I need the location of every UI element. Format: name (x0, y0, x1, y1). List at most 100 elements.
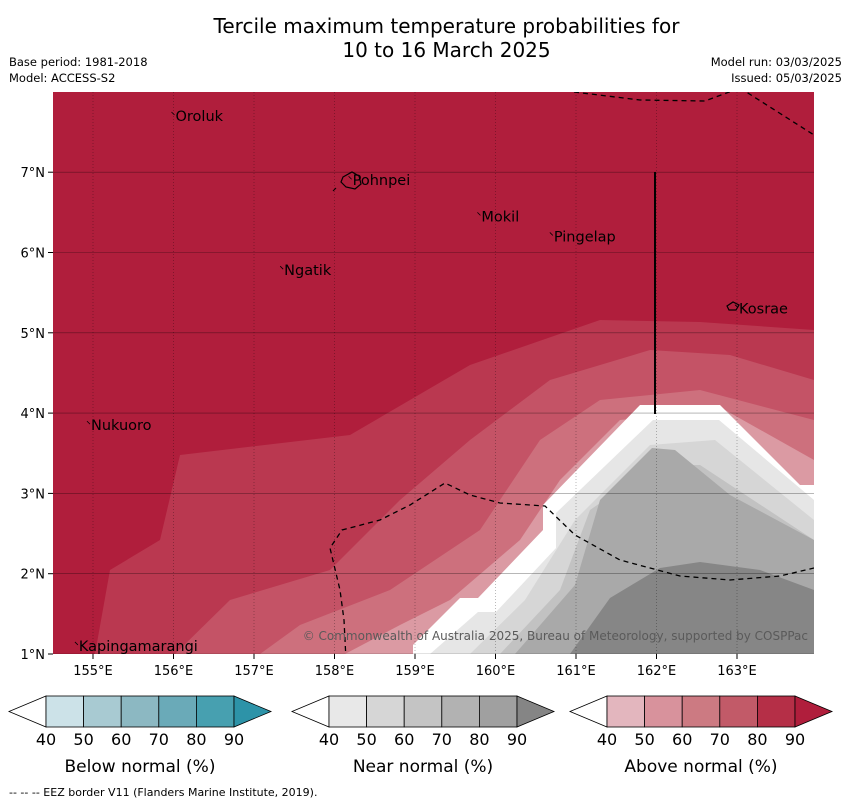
colorbar-segment (45, 695, 84, 728)
y-tick-label: 6°N (21, 247, 46, 262)
map-title: Tercile maximum temperature probabilitie… (0, 14, 850, 62)
pohnpei-island (340, 171, 362, 190)
x-tick-label: 161°E (556, 664, 596, 679)
colorbar-tick-label: 80 (469, 730, 489, 749)
legend-colorbars: 40 50 60 70 80 90 Below normal (%) 40 50 60 70 80 90… (7, 695, 834, 777)
colorbar-segment (757, 695, 796, 728)
pohnpei-islet (332, 187, 337, 192)
place-marker (171, 111, 175, 116)
colorbar-segment (120, 695, 160, 728)
colorbar-tick-label: 80 (186, 730, 206, 749)
colorbar-tick-label: 40 (597, 730, 617, 749)
colorbar-tick-label: 60 (672, 730, 692, 749)
place-marker (74, 641, 79, 646)
colorbar-tick-label: 50 (634, 730, 654, 749)
eez-border-north (573, 92, 814, 136)
place-label: Ngatik (284, 263, 332, 279)
meta-right: Model run: 03/03/2025 Issued: 05/03/2025 (711, 54, 842, 86)
x-axis-ticks: 155°E 156°E 157°E 158°E 159°E 160°E 161°E 162°E… (73, 654, 757, 679)
y-tick-label: 2°N (21, 568, 46, 583)
graticule (53, 92, 814, 654)
colorbar-tick-label: 90 (785, 730, 805, 749)
colorbar-segment (328, 695, 367, 728)
place-label: Pingelap (554, 229, 616, 245)
colorbar-segment (195, 695, 235, 728)
colorbar-segment (83, 695, 122, 728)
colorbar-segment (681, 695, 721, 728)
x-tick-label: 157°E (234, 664, 274, 679)
colorbar-title: Below normal (%) (65, 757, 216, 777)
copyright-text: © Commonwealth of Australia 2025, Bureau… (303, 629, 808, 643)
place-marker (279, 265, 284, 270)
colorbar-tick-label: 80 (747, 730, 767, 749)
colorbar-right-arrow (516, 695, 556, 728)
colorbar-title: Above normal (%) (624, 757, 777, 777)
colorbar-right-arrow (794, 695, 834, 728)
place-marker (734, 304, 739, 308)
colorbar-tick-label: 70 (149, 730, 169, 749)
colorbar-segment (478, 695, 518, 728)
model-name: Model: ACCESS-S2 (9, 71, 116, 85)
colorbar-segment (158, 695, 197, 728)
colorbar-segment (403, 695, 443, 728)
place-label: Mokil (481, 209, 519, 225)
colorbar-segment (719, 695, 758, 728)
place-marker (86, 420, 91, 425)
colorbar-1: 40 50 60 70 80 90 Near normal (%) (290, 695, 556, 777)
colorbar-tick-label: 40 (36, 730, 56, 749)
y-tick-label: 4°N (21, 407, 46, 422)
colorbar-tick-label: 90 (224, 730, 244, 749)
x-tick-label: 155°E (73, 664, 113, 679)
place-marker (549, 232, 554, 236)
map-panel: Oroluk Pohnpei Mokil Pingelap Ngatik Kosrae Nu… (53, 92, 814, 655)
colorbar-tick-label: 50 (356, 730, 376, 749)
place-marker (477, 212, 481, 216)
model-run: Model run: 03/03/2025 (710, 55, 842, 69)
colorbar-tick-label: 60 (111, 730, 131, 749)
x-tick-label: 156°E (154, 664, 194, 679)
place-label: Oroluk (176, 109, 224, 125)
colorbar-0: 40 50 60 70 80 90 Below normal (%) (7, 695, 273, 777)
y-tick-label: 5°N (21, 327, 46, 342)
colorbar-left-arrow (7, 695, 47, 728)
title-line-2: 10 to 16 March 2025 (342, 38, 551, 62)
place-label: Pohnpei (353, 173, 411, 189)
colorbar-left-arrow (290, 695, 330, 728)
place-label: Nukuoro (91, 418, 152, 434)
y-tick-label: 3°N (21, 487, 46, 502)
x-tick-label: 162°E (637, 664, 677, 679)
near-band-90 (570, 562, 814, 654)
colorbar-tick-label: 60 (394, 730, 414, 749)
colorbar-left-arrow (568, 695, 608, 728)
x-tick-label: 163°E (717, 664, 757, 679)
colorbar-tick-label: 40 (319, 730, 339, 749)
y-tick-label: 1°N (21, 648, 46, 663)
colorbar-tick-label: 70 (710, 730, 730, 749)
base-period: Base period: 1981-2018 (9, 55, 148, 69)
colorbar-tick-label: 50 (73, 730, 93, 749)
eez-border-south (329, 482, 814, 654)
colorbar-tick-label: 90 (507, 730, 527, 749)
colorbar-segment (366, 695, 405, 728)
place-marker (348, 175, 352, 180)
colorbar-right-arrow (233, 695, 273, 728)
colorbar-segment (441, 695, 480, 728)
meta-left: Base period: 1981-2018 Model: ACCESS-S2 (9, 54, 148, 86)
y-tick-label: 7°N (21, 166, 46, 181)
colorbar-tick-label: 70 (432, 730, 452, 749)
colorbar-2: 40 50 60 70 80 90 Above normal (%) (568, 695, 834, 777)
x-tick-label: 159°E (395, 664, 435, 679)
place-labels: Oroluk Pohnpei Mokil Pingelap Ngatik Kosrae Nu… (74, 109, 788, 655)
y-axis-ticks: 1°N 2°N 3°N 4°N 5°N 6°N 7°N (21, 166, 53, 663)
title-line-1: Tercile maximum temperature probabilitie… (213, 14, 680, 38)
x-tick-label: 158°E (315, 664, 355, 679)
x-tick-label: 160°E (476, 664, 516, 679)
colorbar-segment (606, 695, 645, 728)
place-label: Kapingamarangi (79, 639, 198, 655)
colorbar-segment (644, 695, 683, 728)
issued-date: Issued: 05/03/2025 (731, 71, 842, 85)
place-label: Kosrae (739, 302, 788, 318)
colorbar-title: Near normal (%) (353, 757, 493, 777)
eez-footnote: -- -- -- EEZ border V11 (Flanders Marine… (9, 786, 318, 799)
